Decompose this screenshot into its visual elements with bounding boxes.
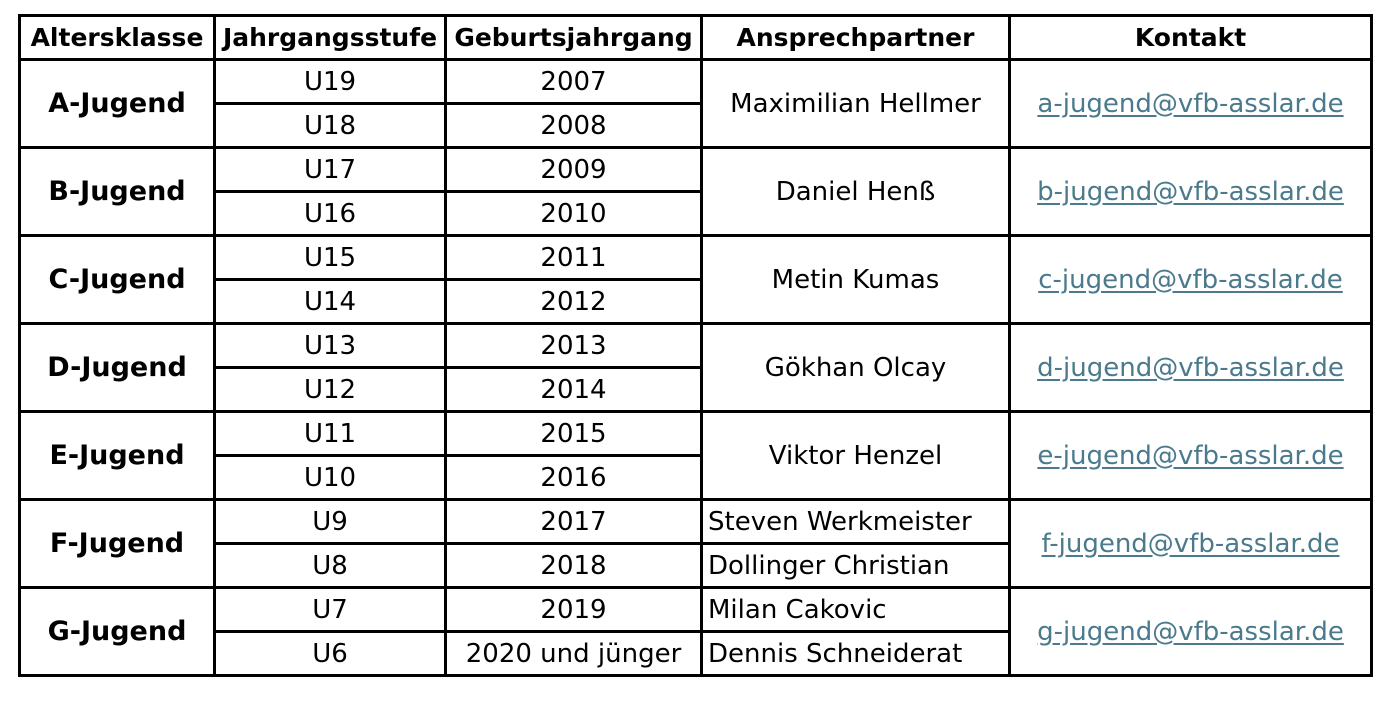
jahrgangsstufe-cell: U17 xyxy=(213,146,447,193)
geburtsjahrgang-cell: 2013 xyxy=(444,322,703,369)
contact-cell: b-jugend@vfb-asslar.de xyxy=(1008,146,1373,237)
table-row: E-Jugend U11 2015 Viktor Henzel e-jugend… xyxy=(18,410,1373,501)
table-row: B-Jugend U17 2009 Daniel Henß b-jugend@v… xyxy=(18,146,1373,237)
contact-person: Viktor Henzel xyxy=(700,410,1011,501)
contact-cell: f-jugend@vfb-asslar.de xyxy=(1008,498,1373,589)
jahrgangsstufe-cell: U11 xyxy=(213,410,447,457)
contact-person: Dollinger Christian xyxy=(700,542,1011,589)
email-link-b[interactable]: b-jugend@vfb-asslar.de xyxy=(1037,176,1344,207)
geburtsjahrgang-cell: 2010 xyxy=(444,190,703,237)
jahrgangsstufe-cell: U18 xyxy=(213,102,447,149)
geburtsjahrgang-cell: 2015 xyxy=(444,410,703,457)
contact-cell: a-jugend@vfb-asslar.de xyxy=(1008,58,1373,149)
table-row: G-Jugend U7 2019 Milan Cakovic g-jugend@… xyxy=(18,586,1373,677)
jahrgangsstufe-cell: U16 xyxy=(213,190,447,237)
geburtsjahrgang-cell: 2017 xyxy=(444,498,703,545)
contact-cell: g-jugend@vfb-asslar.de xyxy=(1008,586,1373,677)
contact-person: Maximilian Hellmer xyxy=(700,58,1011,149)
email-link-d[interactable]: d-jugend@vfb-asslar.de xyxy=(1037,352,1344,383)
email-link-f[interactable]: f-jugend@vfb-asslar.de xyxy=(1041,528,1340,559)
header-geburtsjahrgang: Geburtsjahrgang xyxy=(444,14,703,61)
table-row: U18 2008 xyxy=(20,102,1372,149)
geburtsjahrgang-cell: 2014 xyxy=(444,366,703,413)
contact-person: Daniel Henß xyxy=(700,146,1011,237)
contact-person: Metin Kumas xyxy=(700,234,1011,325)
contact-person: Dennis Schneiderat xyxy=(700,630,1011,677)
geburtsjahrgang-cell: 2012 xyxy=(444,278,703,325)
jahrgangsstufe-cell: U8 xyxy=(213,542,447,589)
jahrgangsstufe-cell: U12 xyxy=(213,366,447,413)
jahrgangsstufe-cell: U19 xyxy=(213,58,447,105)
jahrgangsstufe-cell: U15 xyxy=(213,234,447,281)
table-row: A-Jugend U19 2007 Maximilian Hellmer a-j… xyxy=(18,58,1373,149)
contact-person: Steven Werkmeister xyxy=(700,498,1011,545)
group-name-f: F-Jugend xyxy=(18,498,216,589)
header-jahrgangsstufe: Jahrgangsstufe xyxy=(213,14,447,61)
group-name-a: A-Jugend xyxy=(18,58,216,149)
header-ansprechpartner: Ansprechpartner xyxy=(700,14,1011,61)
table-row: U10 2016 xyxy=(20,454,1372,501)
youth-teams-table: Altersklasse Jahrgangsstufe Geburtsjahrg… xyxy=(18,14,1373,677)
geburtsjahrgang-cell: 2009 xyxy=(444,146,703,193)
geburtsjahrgang-cell: 2020 und jünger xyxy=(444,630,703,677)
contact-cell: e-jugend@vfb-asslar.de xyxy=(1008,410,1373,501)
table-row: F-Jugend U9 2017 Steven Werkmeister f-ju… xyxy=(18,498,1373,589)
contact-person: Milan Cakovic xyxy=(700,586,1011,633)
jahrgangsstufe-cell: U14 xyxy=(213,278,447,325)
contact-person: Gökhan Olcay xyxy=(700,322,1011,413)
group-name-g: G-Jugend xyxy=(18,586,216,677)
group-name-e: E-Jugend xyxy=(18,410,216,501)
table-row: U16 2010 xyxy=(20,190,1372,237)
geburtsjahrgang-cell: 2018 xyxy=(444,542,703,589)
geburtsjahrgang-cell: 2008 xyxy=(444,102,703,149)
group-name-d: D-Jugend xyxy=(18,322,216,413)
jahrgangsstufe-cell: U7 xyxy=(213,586,447,633)
group-name-b: B-Jugend xyxy=(18,146,216,237)
table-row: C-Jugend U15 2011 Metin Kumas c-jugend@v… xyxy=(18,234,1373,325)
table-row: U14 2012 xyxy=(20,278,1372,325)
geburtsjahrgang-cell: 2019 xyxy=(444,586,703,633)
geburtsjahrgang-cell: 2007 xyxy=(444,58,703,105)
email-link-e[interactable]: e-jugend@vfb-asslar.de xyxy=(1037,440,1344,471)
jahrgangsstufe-cell: U10 xyxy=(213,454,447,501)
jahrgangsstufe-cell: U6 xyxy=(213,630,447,677)
header-row: Altersklasse Jahrgangsstufe Geburtsjahrg… xyxy=(18,14,1373,61)
header-kontakt: Kontakt xyxy=(1008,14,1373,61)
geburtsjahrgang-cell: 2011 xyxy=(444,234,703,281)
table-row: D-Jugend U13 2013 Gökhan Olcay d-jugend@… xyxy=(18,322,1373,413)
jahrgangsstufe-cell: U13 xyxy=(213,322,447,369)
email-link-c[interactable]: c-jugend@vfb-asslar.de xyxy=(1038,264,1343,295)
table-row: U8 2018 Dollinger Christian xyxy=(20,542,1372,589)
contact-cell: c-jugend@vfb-asslar.de xyxy=(1008,234,1373,325)
table-row: U12 2014 xyxy=(20,366,1372,413)
table-row: U6 2020 und jünger Dennis Schneiderat xyxy=(20,630,1372,677)
email-link-g[interactable]: g-jugend@vfb-asslar.de xyxy=(1037,616,1344,647)
contact-cell: d-jugend@vfb-asslar.de xyxy=(1008,322,1373,413)
email-link-a[interactable]: a-jugend@vfb-asslar.de xyxy=(1037,88,1344,119)
geburtsjahrgang-cell: 2016 xyxy=(444,454,703,501)
group-name-c: C-Jugend xyxy=(18,234,216,325)
jahrgangsstufe-cell: U9 xyxy=(213,498,447,545)
header-altersklasse: Altersklasse xyxy=(18,14,216,61)
